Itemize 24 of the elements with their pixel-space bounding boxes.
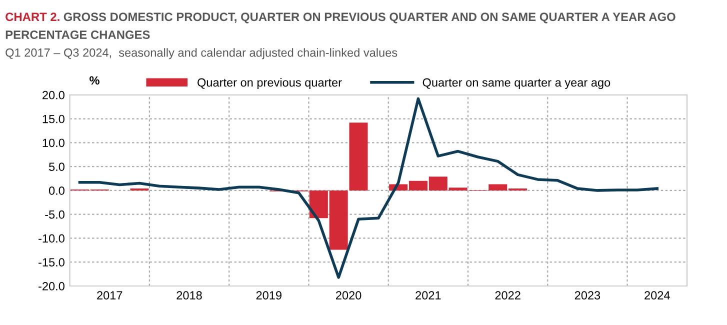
legend-label: Quarter on previous quarter xyxy=(198,78,342,89)
bar xyxy=(349,122,368,190)
x-tick-label: 2024 xyxy=(644,291,670,300)
x-tick-label: 2018 xyxy=(176,291,202,300)
y-tick-label: 20.0 xyxy=(42,90,64,100)
y-tick-label: 0.0 xyxy=(48,186,64,195)
line-series xyxy=(78,97,659,279)
y-tick-label: -5.0 xyxy=(45,210,64,219)
x-tick-label: 2022 xyxy=(495,291,520,300)
y-tick-label: -20.0 xyxy=(38,282,64,290)
chart-subtitle: Q1 2017 – Q3 2024, seasonally and calendar adjusted chain-linked values xyxy=(6,48,398,60)
y-tick-label: -15.0 xyxy=(38,258,64,267)
x-tick-label: 2021 xyxy=(416,291,441,300)
y-tick-label: 10.0 xyxy=(42,138,64,148)
y-axis-title: % xyxy=(90,76,100,85)
x-tick-label: 2019 xyxy=(256,291,282,300)
y-tick-label: 5.0 xyxy=(48,162,64,171)
x-tick-label: 2023 xyxy=(574,291,600,300)
x-tick-label: 2017 xyxy=(97,291,122,300)
legend-label: Quarter on same quarter a year ago xyxy=(422,78,610,89)
chart-title: CHART 2. GROSS DOMESTIC PRODUCT, QUARTER ON PREVIOUS QUARTER AND ON SAME QUARTER A YEAR AGO PERCENTAGE CHANGES xyxy=(6,12,676,39)
y-tick-label: 15.0 xyxy=(42,114,64,124)
x-tick-label: 2020 xyxy=(336,291,362,300)
y-tick-label: -10.0 xyxy=(38,234,64,243)
